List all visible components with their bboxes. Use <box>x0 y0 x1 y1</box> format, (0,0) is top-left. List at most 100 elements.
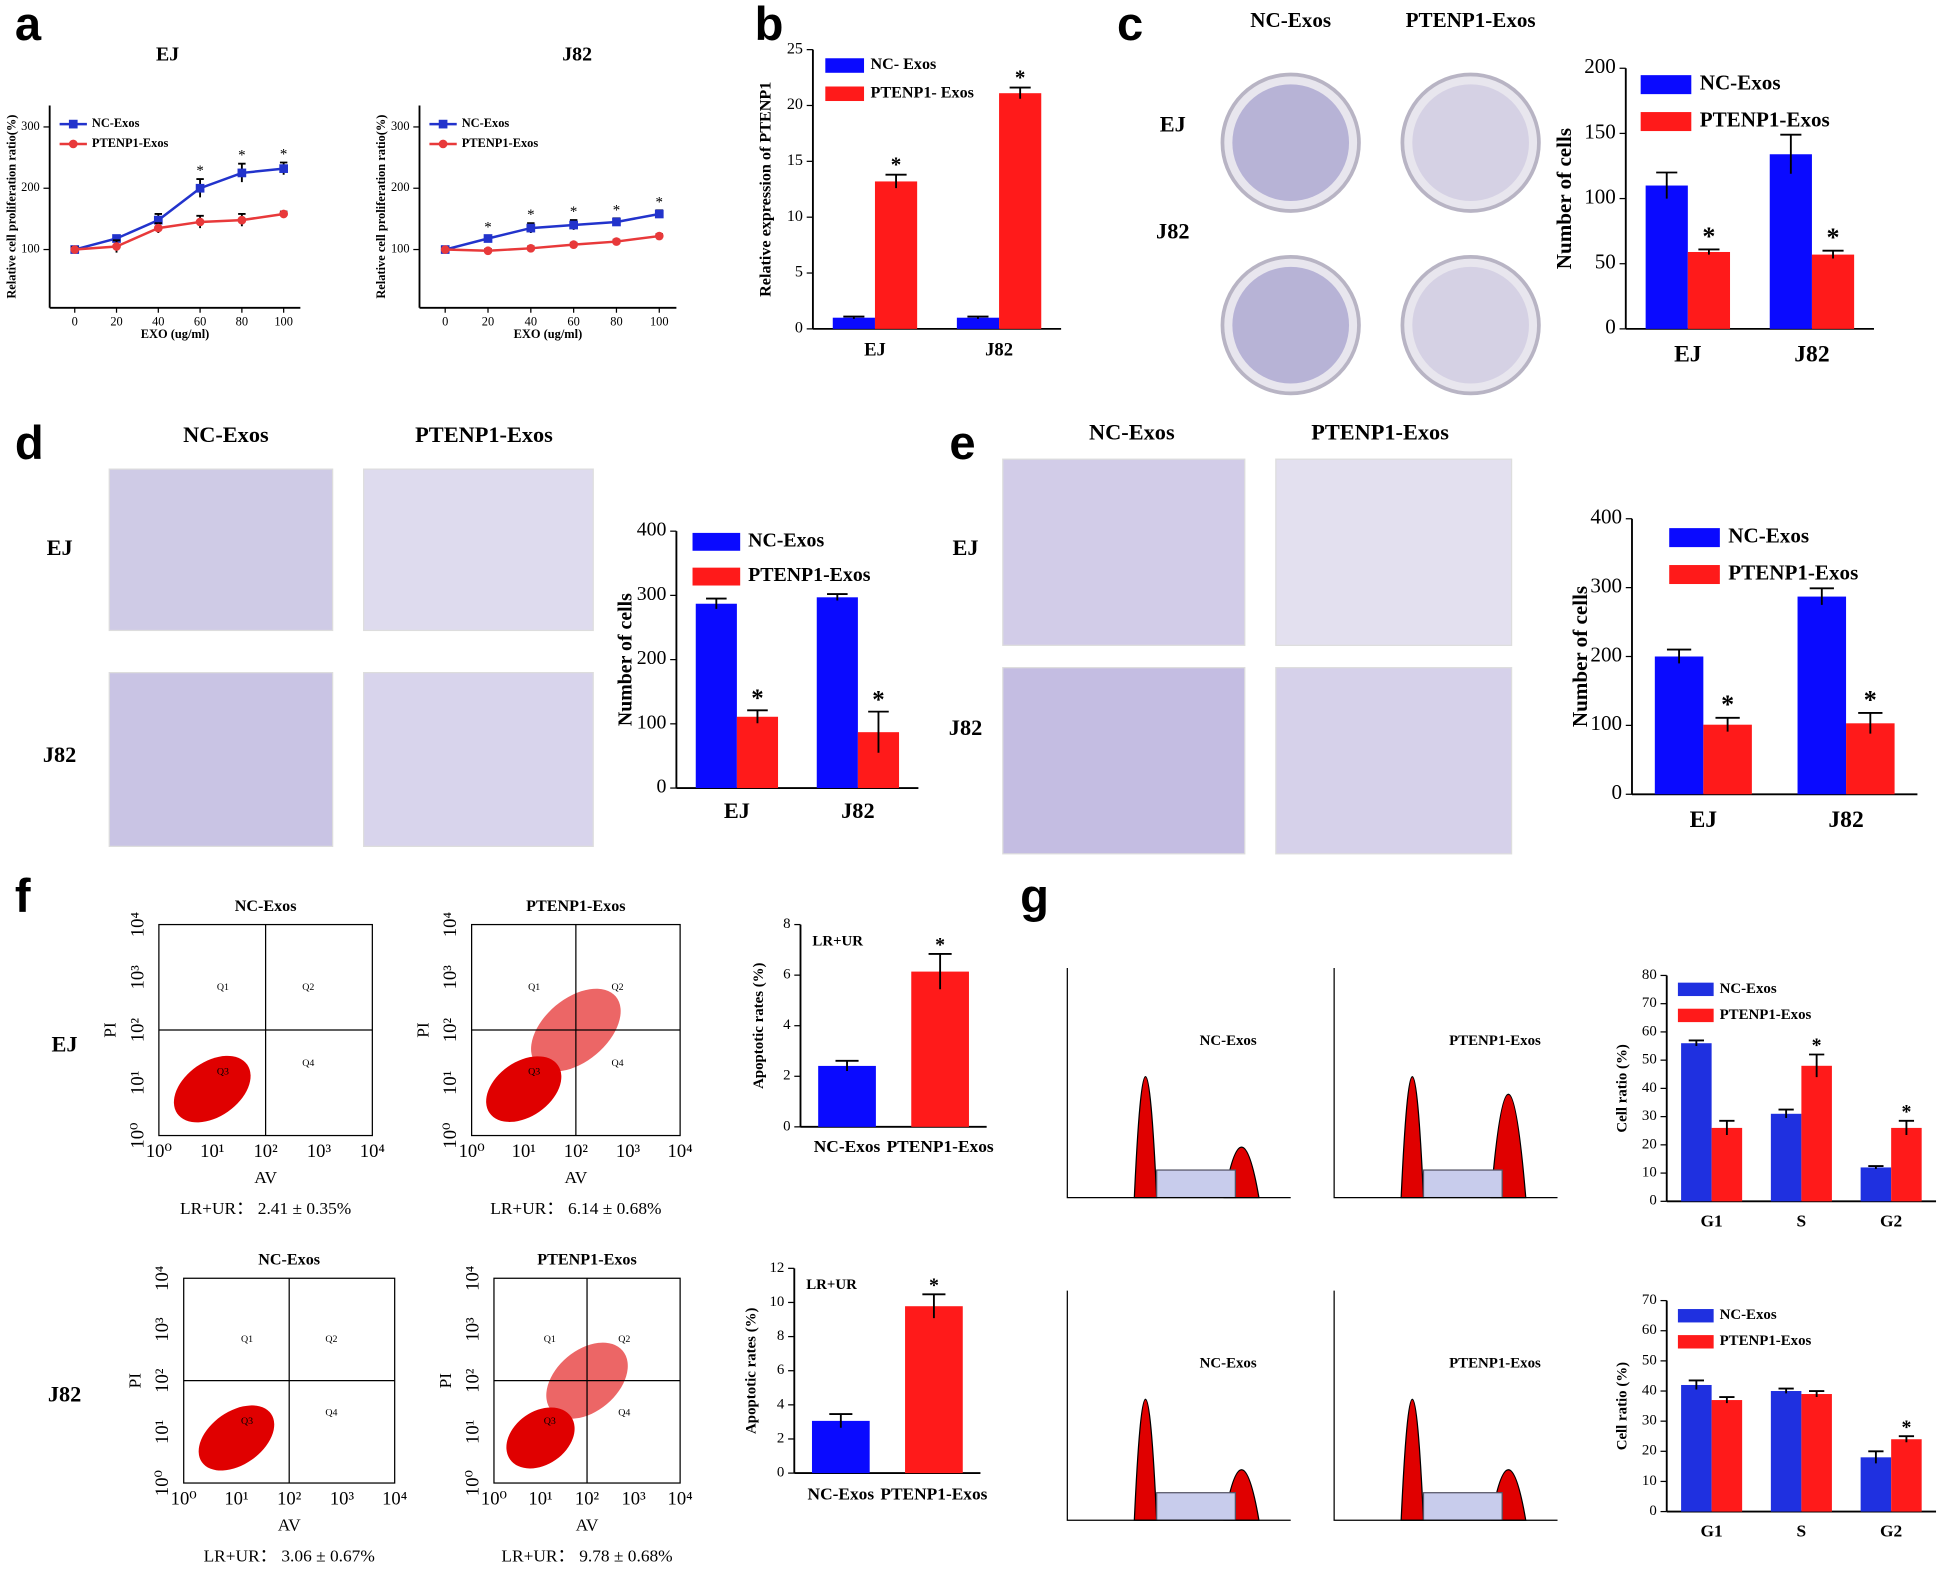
legend-swatch <box>1640 112 1692 132</box>
marker <box>440 245 450 254</box>
legend-swatch <box>1677 1309 1714 1323</box>
chart-title: EJ <box>156 43 179 65</box>
marker <box>569 220 578 230</box>
legend-swatch <box>825 86 865 102</box>
plate-stain <box>1232 266 1350 384</box>
annotation: * <box>484 219 491 235</box>
error-bar <box>1666 648 1692 664</box>
annotation: * <box>280 146 287 162</box>
legend-swatch <box>692 567 741 586</box>
bar <box>816 597 858 789</box>
legend-label: NC-Exos <box>1728 523 1809 547</box>
annotation: * <box>929 1274 939 1296</box>
plot-title: PTENP1-Exos <box>526 898 625 915</box>
bar <box>1891 1127 1922 1202</box>
x-tick-label: NC-Exos <box>814 1137 881 1156</box>
marker <box>70 245 80 254</box>
scatter-cloud <box>173 1055 251 1123</box>
annotation: * <box>1702 222 1715 251</box>
error-bar <box>747 709 768 724</box>
error-bar <box>1688 1379 1704 1390</box>
quadrant-label: Q4 <box>325 1408 337 1419</box>
column-header: PTENP1-Exos <box>1311 419 1449 444</box>
marker <box>237 168 247 178</box>
bar <box>1687 251 1731 329</box>
quadrant-label: Q4 <box>302 1058 314 1069</box>
legend-marker <box>68 119 78 129</box>
row-label: J82 <box>949 715 983 740</box>
y-tick-label: 0 <box>777 1465 784 1481</box>
plot-label: NC-Exos <box>1200 1033 1257 1049</box>
y-tick-label: 10¹ <box>152 1420 173 1444</box>
quadrant-label: Q1 <box>544 1334 556 1345</box>
axis-label: AV <box>254 1168 277 1187</box>
bar <box>736 716 779 789</box>
panel-label: g <box>1020 869 1049 922</box>
axis-line <box>1066 968 1291 1199</box>
legend-marker <box>438 119 448 129</box>
micrograph <box>1275 667 1513 855</box>
error-bar <box>1656 171 1678 199</box>
x-tick-label: J82 <box>1794 342 1829 368</box>
y-axis-label: Apoptotic rates (%) <box>744 1307 760 1433</box>
marker <box>654 231 664 241</box>
x-tick-label: 10¹ <box>224 1489 248 1510</box>
quadrant-label: Q2 <box>612 982 624 993</box>
y-tick-label: 10⁴ <box>462 1266 483 1291</box>
annotation: * <box>527 207 534 223</box>
error-bar <box>843 315 865 319</box>
quadrant-label: Q2 <box>618 1334 630 1345</box>
error-bar <box>1778 1387 1794 1394</box>
y-tick-label: 2 <box>783 1068 790 1084</box>
y-axis-label: Relative cell proliferation ratio(%) <box>374 115 388 299</box>
legend-label: PTENP1- Exos <box>870 84 973 101</box>
annotation: * <box>570 204 577 220</box>
error-bar <box>1809 587 1834 605</box>
annotation: * <box>935 934 945 956</box>
x-tick-label: 60 <box>567 315 579 329</box>
y-tick-label: 12 <box>769 1260 784 1276</box>
series-line <box>444 212 660 251</box>
x-tick-label: G2 <box>1880 1522 1902 1541</box>
column-header: PTENP1-Exos <box>415 422 553 447</box>
panel-label: b <box>755 0 784 50</box>
plot-title: PTENP1-Exos <box>537 1252 636 1269</box>
error-bar <box>928 952 952 990</box>
marker <box>612 237 621 246</box>
legend-swatch <box>692 532 741 551</box>
micrograph <box>363 468 594 632</box>
marker <box>112 234 121 243</box>
y-tick-label: 10² <box>462 1368 483 1393</box>
bar <box>1797 596 1847 795</box>
plot-label: NC-Exos <box>1200 1356 1257 1372</box>
bar <box>905 1306 963 1474</box>
x-tick-label: 10⁴ <box>382 1489 407 1510</box>
bar <box>695 603 737 789</box>
plot-title: NC-Exos <box>258 1252 320 1269</box>
marker <box>483 246 493 256</box>
x-tick-label: G1 <box>1701 1211 1723 1230</box>
y-axis-label: Cell ratio (%) <box>1615 1044 1631 1132</box>
x-tick-label: 10³ <box>616 1141 641 1162</box>
bar <box>1846 723 1895 795</box>
y-tick-label: 10¹ <box>127 1071 148 1095</box>
x-tick-label: 10⁰ <box>146 1141 172 1162</box>
y-axis-label: Number of cells <box>1568 586 1592 727</box>
bar <box>818 1065 876 1127</box>
scatter-cloud <box>198 1405 275 1471</box>
annotation: * <box>751 685 763 712</box>
annotation: * <box>238 148 245 164</box>
x-tick-label: S <box>1797 1211 1807 1230</box>
error-bar <box>1719 1119 1735 1135</box>
quadrant-label: Q4 <box>618 1408 630 1419</box>
bar <box>1801 1394 1832 1512</box>
y-axis-label: Number of cells <box>1552 128 1576 269</box>
x-tick-label: NC-Exos <box>808 1484 875 1503</box>
legend-marker <box>438 139 448 149</box>
y-tick-label: 6 <box>783 967 790 983</box>
x-tick-label: 10⁰ <box>459 1141 485 1162</box>
annotation: * <box>196 163 203 179</box>
y-tick-label: 8 <box>777 1328 784 1344</box>
legend-swatch <box>825 58 865 73</box>
